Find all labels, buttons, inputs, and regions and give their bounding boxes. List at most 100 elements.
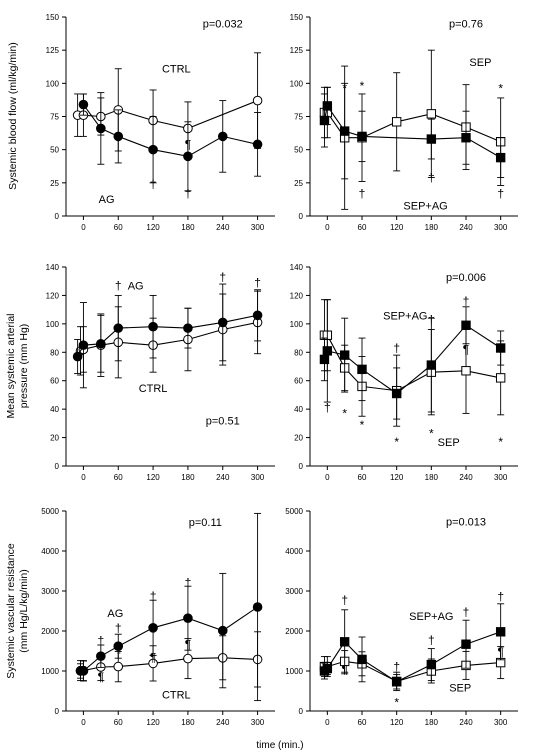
x-tick-label: 0 [325,223,330,232]
significance-marker: † [150,177,157,191]
data-point [357,131,367,142]
series-sep-ag [319,82,506,180]
data-point [217,317,228,328]
row-ylabels: Systemic blood flow (ml/kg/min) Mean syst… [5,42,30,679]
data-point [495,343,506,353]
significance-marker: † [115,621,122,635]
significance-marker: ¶ [115,642,121,656]
y-tick-label: 0 [299,212,304,221]
data-point [183,151,193,162]
significance-marker: * [429,426,434,440]
y-tick-label: 0 [55,707,60,716]
series-line [323,324,502,395]
x-tick-label: 60 [358,718,367,727]
y-axis-title: (mm Hg/L/kg/min) [18,569,30,652]
significance-marker: † [219,270,226,284]
y-tick-label: 150 [290,13,304,22]
data-point [148,658,158,669]
data-point [391,677,402,687]
y-tick-label: 140 [290,263,304,272]
significance-marker: † [97,634,104,648]
significance-marker: † [463,605,470,619]
data-point [426,134,437,144]
series-line [80,321,258,352]
y-tick-label: 140 [46,263,60,272]
significance-marker: ¶ [185,137,191,151]
x-tick-label: 60 [114,718,123,727]
data-point [78,99,89,110]
x-tick-label: 240 [459,718,473,727]
series-line [82,104,258,157]
annotation-label: AG [107,608,123,620]
significance-marker: † [463,294,470,308]
panel-middle-left: 0 20 40 60 80 100 120 140 0 60 120 180 240 300 AG CTRL p… [46,263,275,482]
data-point [252,310,263,321]
significance-marker: * [498,435,503,449]
significance-marker: † [341,593,348,607]
data-point [426,109,437,119]
data-point [148,623,158,633]
y-tick-label: 0 [55,462,60,471]
significance-marker: † [359,186,366,200]
x-tick-label: 60 [114,473,123,482]
x-tick-label: 240 [216,223,230,232]
data-point [183,653,193,664]
y-tick-label: 2000 [41,627,59,636]
data-point [339,637,350,647]
series-sep-ag [319,603,506,690]
annotation-label: p=0.11 [189,517,222,529]
series-line [77,314,258,357]
x-tick-label: 0 [325,473,330,482]
data-point [461,639,471,649]
data-point [148,321,158,332]
significance-marker: † [115,278,122,292]
data-point [495,373,506,383]
x-tick-label: 300 [494,718,508,727]
panels-group: 0 25 50 75 100 125 150 0 60 120 180 240 300 p=0.032 CT… [41,13,518,727]
data-point [319,354,330,365]
y-tick-label: 75 [50,113,59,122]
data-point [495,152,506,163]
annotation-label: AG [99,194,115,206]
data-point [183,323,193,333]
series-line [324,111,501,143]
y-tick-label: 0 [299,707,304,716]
data-point [339,126,350,136]
significance-marker: † [254,276,261,290]
y-tick-label: 40 [50,405,59,414]
data-point [461,320,471,330]
annotation-label: SEP+AG [383,310,427,322]
annotation-label: p=0.76 [449,19,483,31]
x-tick-label: 120 [146,718,160,727]
data-point [148,144,158,155]
x-tick-label: 180 [181,223,195,232]
data-point [217,625,228,636]
annotation-label: CTRL [139,383,168,395]
data-point [357,654,367,665]
significance-marker: * [498,82,503,96]
data-point [461,366,471,376]
y-tick-label: 125 [46,46,60,55]
x-tick-label: 120 [390,473,404,482]
annotation-label: SEP [438,437,460,449]
y-tick-label: 2000 [285,627,303,636]
annotation-label: SEP+AG [403,200,447,212]
y-tick-label: 125 [290,46,304,55]
data-point [461,133,471,143]
significance-marker: ¶ [185,638,191,652]
panel-bottom-right: 0 1000 2000 3000 4000 5000 0 60 120 180 240 300 p=0.… [285,507,518,727]
y-tick-label: 20 [294,434,303,443]
data-point [183,613,193,624]
data-point [96,338,106,349]
significance-marker: * [360,418,365,432]
annotation-label: CTRL [162,64,191,76]
y-tick-label: 50 [50,146,59,155]
data-point [495,627,506,637]
significance-marker: † [428,171,435,185]
significance-marker: ¶ [497,645,503,659]
significance-marker: † [497,186,504,200]
y-tick-label: 0 [299,462,304,471]
annotation-label: SEP [449,682,471,694]
x-tick-label: 240 [459,223,473,232]
